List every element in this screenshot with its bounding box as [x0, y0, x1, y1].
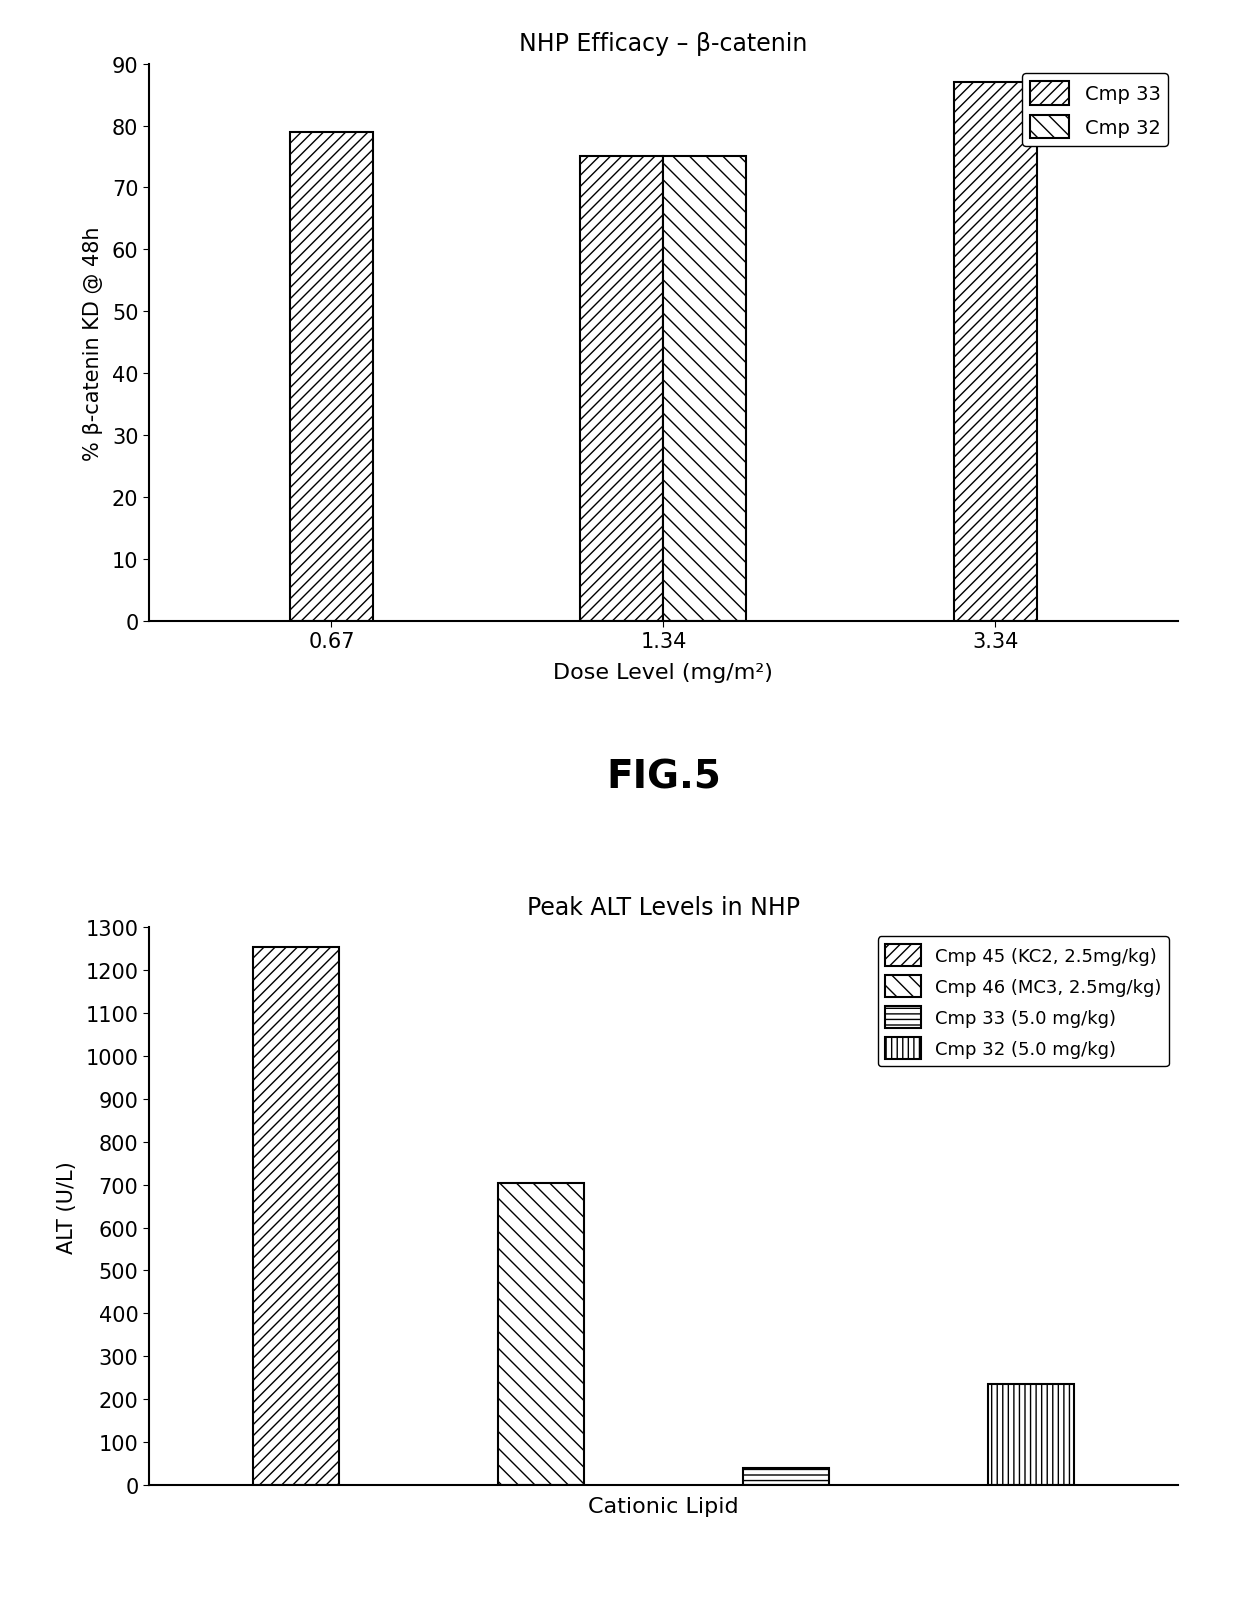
Legend: Cmp 45 (KC2, 2.5mg/kg), Cmp 46 (MC3, 2.5mg/kg), Cmp 33 (5.0 mg/kg), Cmp 32 (5.0 : Cmp 45 (KC2, 2.5mg/kg), Cmp 46 (MC3, 2.5… [878, 936, 1169, 1067]
Bar [290, 132, 373, 621]
X-axis label: Dose Level (mg/m²): Dose Level (mg/m²) [553, 663, 774, 683]
X-axis label: Cationic Lipid: Cationic Lipid [588, 1496, 739, 1516]
Bar [988, 1385, 1074, 1485]
Bar [954, 84, 1037, 621]
Bar [580, 158, 663, 621]
Y-axis label: ALT (U/L): ALT (U/L) [57, 1160, 77, 1252]
Bar [743, 1467, 828, 1485]
Bar [253, 947, 339, 1485]
Bar [663, 158, 746, 621]
Text: FIG.5: FIG.5 [606, 759, 720, 796]
Y-axis label: % β-catenin KD @ 48h: % β-catenin KD @ 48h [83, 226, 103, 460]
Bar [498, 1183, 584, 1485]
Title: NHP Efficacy – β-catenin: NHP Efficacy – β-catenin [520, 32, 807, 55]
Legend: Cmp 33, Cmp 32: Cmp 33, Cmp 32 [1023, 74, 1168, 147]
Title: Peak ALT Levels in NHP: Peak ALT Levels in NHP [527, 896, 800, 918]
